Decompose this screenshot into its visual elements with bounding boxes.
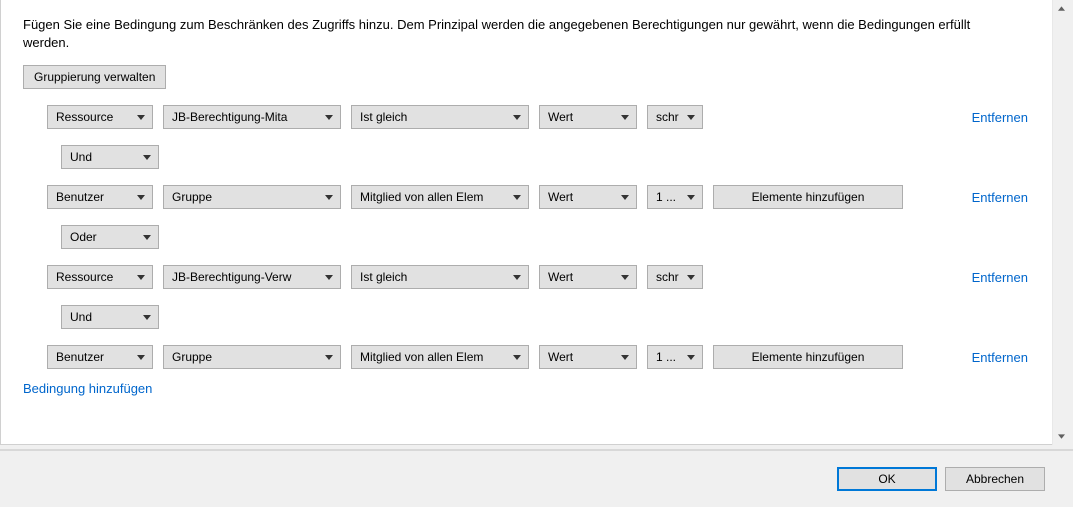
- chevron-down-icon: [136, 275, 146, 280]
- connector-value: Oder: [70, 230, 142, 244]
- add-elements-label: Elemente hinzufügen: [752, 190, 865, 204]
- valuetype-select[interactable]: Wert: [539, 105, 637, 129]
- manage-grouping-label: Gruppierung verwalten: [34, 70, 155, 84]
- dialog-button-bar: OK Abbrechen: [0, 449, 1073, 507]
- value-select[interactable]: schr: [647, 105, 703, 129]
- conditions-panel: Fügen Sie eine Bedingung zum Beschränken…: [0, 0, 1053, 445]
- chevron-down-icon: [620, 195, 630, 200]
- valuetype-select[interactable]: Wert: [539, 345, 637, 369]
- subject-select[interactable]: Benutzer: [47, 345, 153, 369]
- operator-select[interactable]: Ist gleich: [351, 265, 529, 289]
- condition-rows: Ressource JB-Berechtigung-Mita Ist gleic…: [23, 105, 1034, 369]
- subject-value: Ressource: [56, 270, 136, 284]
- chevron-down-icon: [686, 355, 696, 360]
- connector-row: Und: [47, 305, 1034, 329]
- vertical-scrollbar[interactable]: [1052, 0, 1069, 445]
- cancel-label: Abbrechen: [966, 472, 1024, 486]
- manage-grouping-button[interactable]: Gruppierung verwalten: [23, 65, 166, 89]
- operator-value: Mitglied von allen Elem: [360, 190, 512, 204]
- remove-link[interactable]: Entfernen: [972, 110, 1028, 125]
- value-select[interactable]: 1 ...: [647, 185, 703, 209]
- operator-value: Ist gleich: [360, 270, 512, 284]
- attribute-select[interactable]: Gruppe: [163, 185, 341, 209]
- add-elements-label: Elemente hinzufügen: [752, 350, 865, 364]
- remove-link[interactable]: Entfernen: [972, 350, 1028, 365]
- value-select[interactable]: 1 ...: [647, 345, 703, 369]
- subject-value: Benutzer: [56, 190, 136, 204]
- chevron-down-icon: [512, 195, 522, 200]
- chevron-down-icon: [512, 355, 522, 360]
- connector-value: Und: [70, 150, 142, 164]
- cancel-button[interactable]: Abbrechen: [945, 467, 1045, 491]
- condition-row: Ressource JB-Berechtigung-Verw Ist gleic…: [47, 265, 1034, 289]
- value-display: schr: [656, 110, 686, 124]
- dialog-frame: Fügen Sie eine Bedingung zum Beschränken…: [0, 0, 1073, 507]
- chevron-down-icon: [324, 195, 334, 200]
- remove-link[interactable]: Entfernen: [972, 190, 1028, 205]
- chevron-down-icon: [142, 235, 152, 240]
- operator-select[interactable]: Mitglied von allen Elem: [351, 185, 529, 209]
- chevron-down-icon: [686, 195, 696, 200]
- chevron-down-icon: [324, 115, 334, 120]
- operator-value: Mitglied von allen Elem: [360, 350, 512, 364]
- subject-select[interactable]: Ressource: [47, 265, 153, 289]
- condition-row: Ressource JB-Berechtigung-Mita Ist gleic…: [47, 105, 1034, 129]
- remove-link[interactable]: Entfernen: [972, 270, 1028, 285]
- value-display: schr: [656, 270, 686, 284]
- valuetype-value: Wert: [548, 270, 620, 284]
- chevron-down-icon: [686, 115, 696, 120]
- condition-row: Benutzer Gruppe Mitglied von allen Elem …: [47, 185, 1034, 209]
- add-condition-link[interactable]: Bedingung hinzufügen: [23, 381, 1034, 396]
- condition-row: Benutzer Gruppe Mitglied von allen Elem …: [47, 345, 1034, 369]
- subject-value: Benutzer: [56, 350, 136, 364]
- attribute-select[interactable]: JB-Berechtigung-Mita: [163, 105, 341, 129]
- connector-value: Und: [70, 310, 142, 324]
- attribute-value: JB-Berechtigung-Verw: [172, 270, 324, 284]
- connector-select[interactable]: Und: [61, 145, 159, 169]
- chevron-down-icon: [136, 115, 146, 120]
- chevron-down-icon: [620, 275, 630, 280]
- scroll-down-button[interactable]: [1053, 428, 1070, 445]
- subject-select[interactable]: Ressource: [47, 105, 153, 129]
- value-select[interactable]: schr: [647, 265, 703, 289]
- valuetype-select[interactable]: Wert: [539, 265, 637, 289]
- operator-value: Ist gleich: [360, 110, 512, 124]
- chevron-down-icon: [324, 275, 334, 280]
- chevron-down-icon: [136, 355, 146, 360]
- attribute-select[interactable]: Gruppe: [163, 345, 341, 369]
- ok-label: OK: [878, 472, 895, 486]
- chevron-down-icon: [136, 195, 146, 200]
- add-elements-button[interactable]: Elemente hinzufügen: [713, 185, 903, 209]
- attribute-select[interactable]: JB-Berechtigung-Verw: [163, 265, 341, 289]
- connector-row: Und: [47, 145, 1034, 169]
- valuetype-value: Wert: [548, 190, 620, 204]
- chevron-down-icon: [142, 315, 152, 320]
- chevron-down-icon: [512, 115, 522, 120]
- value-display: 1 ...: [656, 350, 686, 364]
- chevron-down-icon: [324, 355, 334, 360]
- connector-select[interactable]: Oder: [61, 225, 159, 249]
- chevron-down-icon: [142, 155, 152, 160]
- subject-value: Ressource: [56, 110, 136, 124]
- connector-row: Oder: [47, 225, 1034, 249]
- instruction-text: Fügen Sie eine Bedingung zum Beschränken…: [23, 16, 1003, 51]
- ok-button[interactable]: OK: [837, 467, 937, 491]
- operator-select[interactable]: Ist gleich: [351, 105, 529, 129]
- subject-select[interactable]: Benutzer: [47, 185, 153, 209]
- valuetype-value: Wert: [548, 110, 620, 124]
- scroll-up-button[interactable]: [1053, 0, 1070, 17]
- valuetype-value: Wert: [548, 350, 620, 364]
- chevron-down-icon: [620, 115, 630, 120]
- chevron-down-icon: [686, 275, 696, 280]
- value-display: 1 ...: [656, 190, 686, 204]
- chevron-down-icon: [620, 355, 630, 360]
- chevron-down-icon: [512, 275, 522, 280]
- attribute-value: Gruppe: [172, 190, 324, 204]
- attribute-value: JB-Berechtigung-Mita: [172, 110, 324, 124]
- connector-select[interactable]: Und: [61, 305, 159, 329]
- add-elements-button[interactable]: Elemente hinzufügen: [713, 345, 903, 369]
- valuetype-select[interactable]: Wert: [539, 185, 637, 209]
- attribute-value: Gruppe: [172, 350, 324, 364]
- operator-select[interactable]: Mitglied von allen Elem: [351, 345, 529, 369]
